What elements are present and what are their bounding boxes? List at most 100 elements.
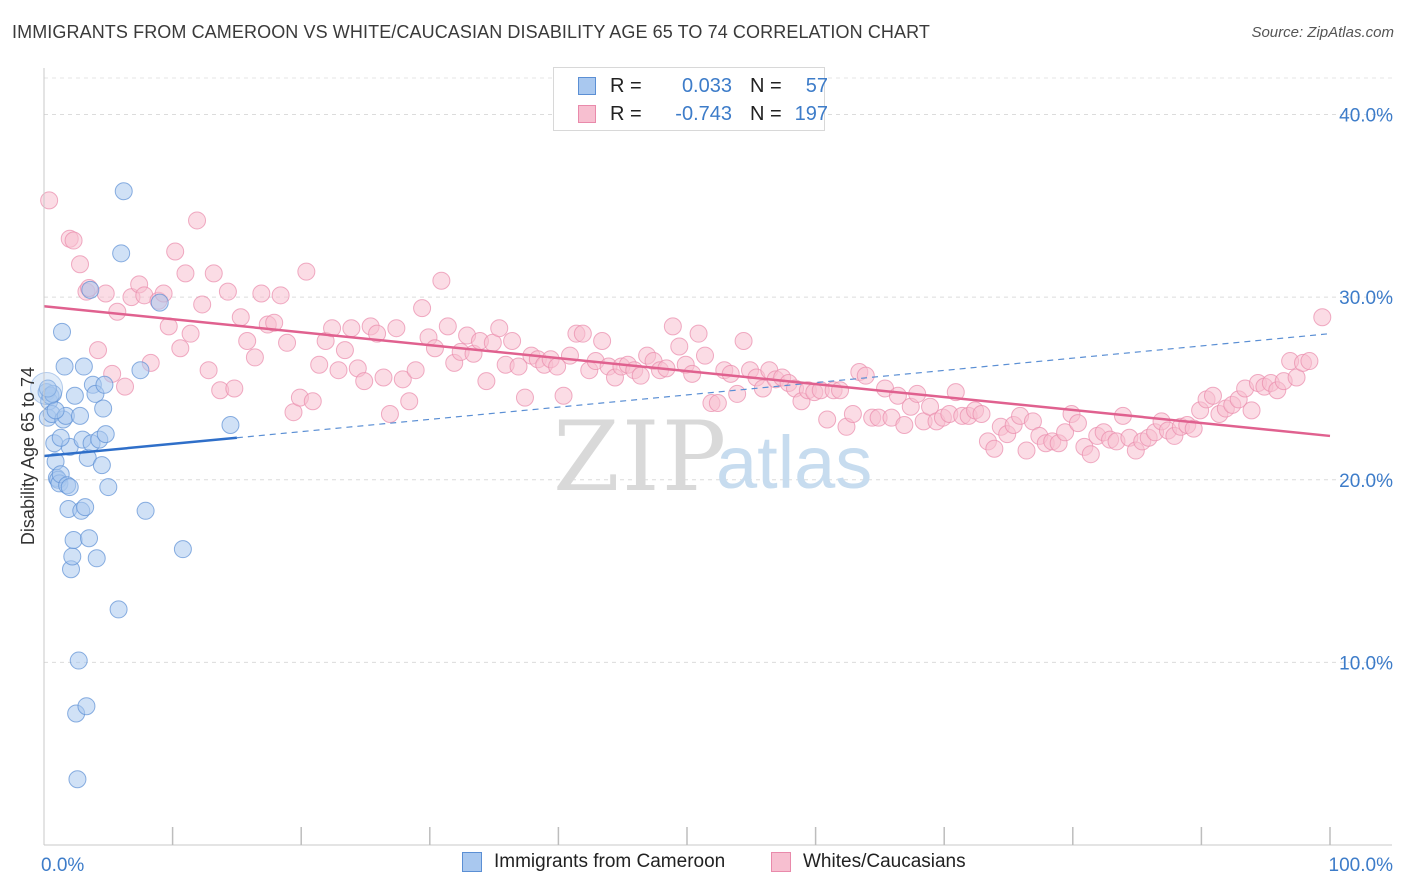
data-point xyxy=(94,399,113,418)
series-cameroon xyxy=(37,182,240,789)
data-point xyxy=(683,364,702,383)
bottom-legend-whites: Whites/Caucasians xyxy=(771,851,966,873)
watermark-zip: ZIP xyxy=(553,401,728,513)
data-point xyxy=(400,392,419,411)
data-point xyxy=(856,366,875,385)
data-point xyxy=(81,280,100,299)
data-point xyxy=(515,388,534,407)
source-label: Source: ZipAtlas.com xyxy=(1251,24,1394,41)
data-point xyxy=(245,348,264,367)
data-point xyxy=(380,405,399,424)
data-point xyxy=(1081,445,1100,464)
data-point xyxy=(374,368,393,387)
data-point xyxy=(63,547,82,566)
data-point xyxy=(1242,401,1261,420)
legend-n-label: N = xyxy=(750,74,782,97)
data-point xyxy=(218,282,237,301)
data-point xyxy=(946,383,965,402)
data-point xyxy=(204,264,223,283)
data-point xyxy=(221,415,240,434)
x-tick-label: 100.0% xyxy=(1329,855,1394,876)
data-point xyxy=(116,377,135,396)
y-axis-label: Disability Age 65 to 74 xyxy=(18,367,38,545)
data-point xyxy=(265,313,284,332)
data-point xyxy=(225,379,244,398)
data-point xyxy=(573,324,592,343)
data-point xyxy=(64,531,83,550)
y-tick-label: 10.0% xyxy=(1339,653,1393,674)
data-point xyxy=(393,370,412,389)
data-point xyxy=(176,264,195,283)
data-point xyxy=(734,331,753,350)
data-point-large xyxy=(30,371,64,405)
data-point xyxy=(843,405,862,424)
data-point xyxy=(71,255,90,274)
data-point xyxy=(166,242,185,261)
data-point xyxy=(425,339,444,358)
data-point xyxy=(136,501,155,520)
series-whites xyxy=(40,191,1332,464)
legend-r-label: R = xyxy=(610,74,642,97)
data-point xyxy=(310,355,329,374)
chart-title: IMMIGRANTS FROM CAMEROON VS WHITE/CAUCAS… xyxy=(12,22,930,42)
data-point xyxy=(1017,441,1036,460)
axis-layer: 10.0% 20.0% 30.0% 40.0% 0.0% 100.0% xyxy=(41,68,1393,876)
data-point xyxy=(173,540,192,559)
data-point xyxy=(109,600,128,619)
data-point xyxy=(297,262,316,281)
data-point xyxy=(114,182,133,201)
data-point xyxy=(689,324,708,343)
legend-r-value: -0.743 xyxy=(675,102,732,125)
data-point xyxy=(89,341,108,360)
bottom-legend-label-cameroon: Immigrants from Cameroon xyxy=(494,851,726,872)
data-point xyxy=(74,357,93,376)
data-point xyxy=(60,478,79,497)
data-point xyxy=(329,361,348,380)
data-point xyxy=(1313,308,1332,327)
data-point xyxy=(150,293,169,312)
data-point xyxy=(131,361,150,380)
data-point xyxy=(77,697,96,716)
data-point xyxy=(181,324,200,343)
trend-line-whites xyxy=(43,305,1331,438)
legend-n-value: 57 xyxy=(805,74,828,97)
data-point xyxy=(51,428,70,447)
data-point xyxy=(355,372,374,391)
x-tick-label: 0.0% xyxy=(41,855,84,876)
legend-r-value: 0.033 xyxy=(681,74,732,97)
data-point xyxy=(1056,423,1075,442)
data-point xyxy=(413,299,432,318)
data-point xyxy=(335,341,354,360)
legend-row-whites: R = -0.743 N = 197 xyxy=(578,100,828,128)
data-point xyxy=(96,284,115,303)
data-point xyxy=(46,401,65,420)
data-point xyxy=(831,381,850,400)
data-point xyxy=(76,498,95,517)
data-point xyxy=(99,478,118,497)
data-point xyxy=(895,415,914,434)
bottom-legend-cameroon: Immigrants from Cameroon xyxy=(462,851,725,873)
data-point xyxy=(40,191,59,210)
y-tick-label: 40.0% xyxy=(1339,106,1393,127)
data-point xyxy=(438,317,457,336)
data-point xyxy=(1300,352,1319,371)
data-point xyxy=(96,425,115,444)
data-point xyxy=(69,651,88,670)
data-point xyxy=(87,549,106,568)
bottom-legend-swatch-cameroon xyxy=(462,852,482,872)
y-tick-label: 20.0% xyxy=(1339,471,1393,492)
data-point xyxy=(1184,419,1203,438)
data-point xyxy=(68,770,87,789)
data-point xyxy=(108,302,127,321)
data-point xyxy=(171,339,190,358)
data-point xyxy=(65,386,84,405)
data-point xyxy=(271,286,290,305)
legend-swatch-whites xyxy=(578,105,596,123)
data-point xyxy=(663,317,682,336)
legend-swatch-cameroon xyxy=(578,77,596,95)
data-point xyxy=(303,392,322,411)
data-point xyxy=(92,456,111,475)
data-point xyxy=(593,331,612,350)
data-point xyxy=(696,346,715,365)
